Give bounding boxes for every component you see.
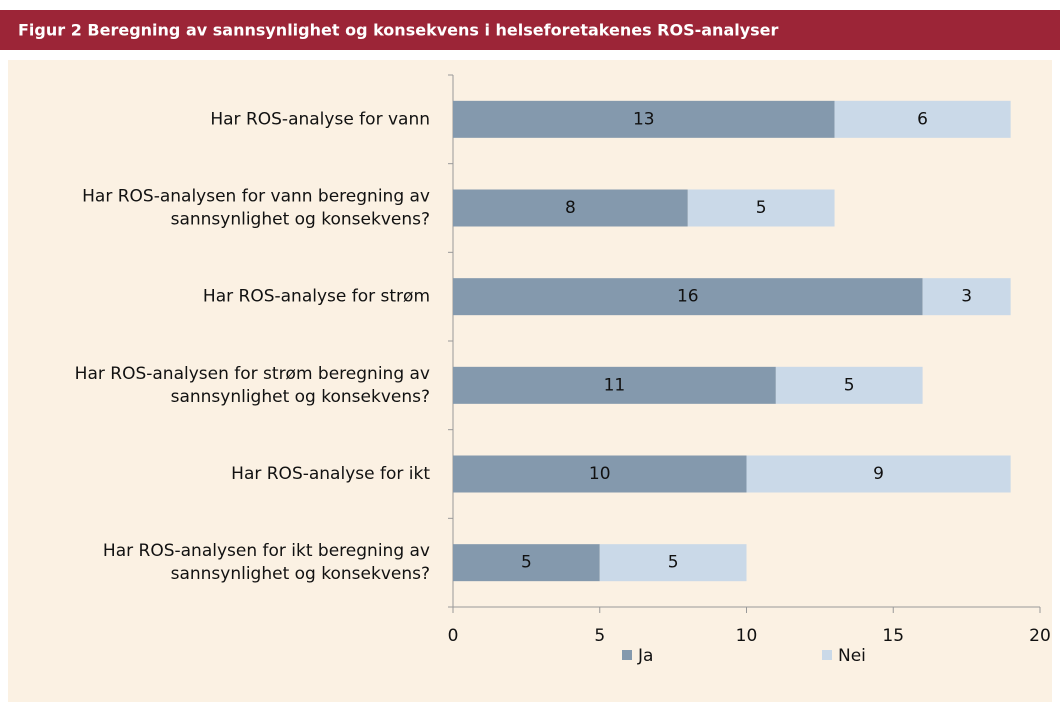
category-label: Har ROS-analyse for strøm	[203, 287, 430, 307]
bar-segment	[453, 366, 776, 404]
data-label: 11	[604, 375, 626, 395]
data-label: 16	[677, 287, 699, 307]
legend-label: Ja	[637, 646, 653, 666]
bar-segment	[599, 544, 747, 582]
bar-segment	[687, 189, 835, 227]
chart-title: Figur 2 Beregning av sannsynlighet og ko…	[18, 21, 779, 40]
data-label: 13	[633, 109, 655, 129]
bar-segment	[453, 544, 600, 582]
category-label: sannsynlighet og konsekvens?	[171, 387, 430, 407]
x-tick-label: 20	[1029, 626, 1051, 646]
data-label: 5	[668, 553, 679, 573]
bar-segment	[453, 189, 688, 227]
data-label: 5	[756, 198, 767, 218]
data-label: 3	[961, 287, 972, 307]
data-label: 9	[873, 464, 884, 484]
data-label: 10	[589, 464, 611, 484]
header-bar	[0, 10, 1060, 50]
data-label: 6	[917, 109, 928, 129]
x-tick-label: 15	[882, 626, 904, 646]
bar-segment	[453, 278, 923, 316]
bar-segment	[453, 455, 747, 493]
legend-swatch	[822, 650, 832, 660]
x-tick-label: 0	[448, 626, 459, 646]
bar-segment	[453, 100, 835, 138]
category-label: Har ROS-analyse for vann	[210, 109, 430, 129]
x-tick-label: 5	[594, 626, 605, 646]
category-label: Har ROS-analysen for vann beregning av	[82, 187, 430, 207]
bar-segment	[775, 366, 923, 404]
bar-segment	[834, 100, 1011, 138]
legend-label: Nei	[838, 646, 866, 666]
category-label: sannsynlighet og konsekvens?	[171, 564, 430, 584]
category-label: Har ROS-analysen for ikt beregning av	[103, 541, 430, 561]
bar-segment	[922, 278, 1011, 316]
category-label: Har ROS-analysen for strøm beregning av	[75, 364, 430, 384]
x-tick-label: 10	[736, 626, 758, 646]
data-label: 8	[565, 198, 576, 218]
category-label: Har ROS-analyse for ikt	[231, 464, 430, 484]
bar-segment	[746, 455, 1011, 493]
legend-swatch	[622, 650, 632, 660]
data-label: 5	[521, 553, 532, 573]
category-label: sannsynlighet og konsekvens?	[171, 210, 430, 230]
data-label: 5	[844, 375, 855, 395]
